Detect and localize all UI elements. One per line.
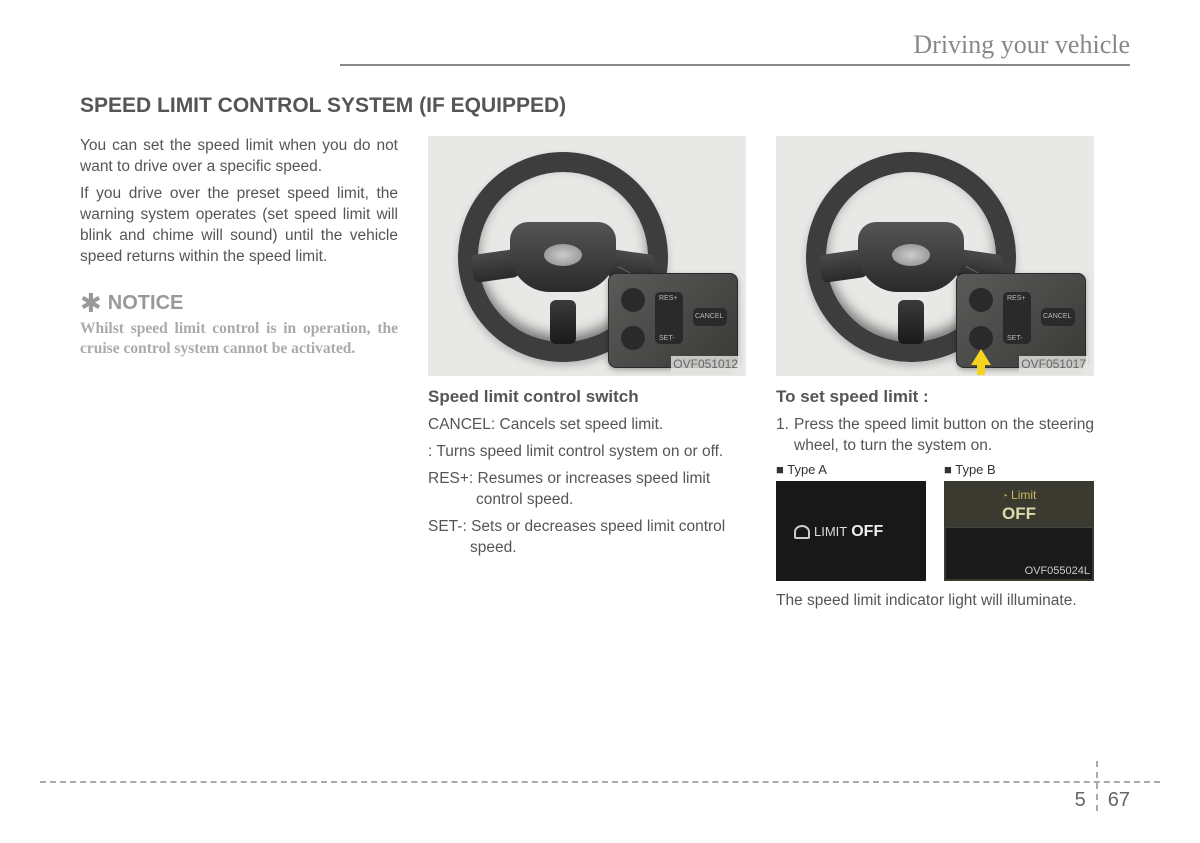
def-cancel: CANCEL: Cancels set speed limit. <box>428 415 746 436</box>
figure-wheel-1: RES+ SET- CANCEL OVF051012 <box>428 136 746 376</box>
def-res: RES+: Resumes or increases speed limit c… <box>428 469 746 511</box>
def-toggle: : Turns speed limit control system on or… <box>428 442 746 463</box>
off-text: OFF <box>851 521 883 543</box>
arrow-up-icon <box>971 349 991 365</box>
control-panel-inset: RES+ SET- CANCEL <box>956 273 1086 368</box>
indicator-note: The speed limit indicator light will ill… <box>776 591 1094 612</box>
panel-set-label: SET- <box>1007 334 1023 343</box>
panel-set-label: SET- <box>659 334 675 343</box>
gauge-icon <box>794 525 810 539</box>
panel-cancel-label: CANCEL <box>695 312 723 321</box>
figure-indicator-b: ◔ Limit OFF OVF055024L <box>944 481 1094 581</box>
page-footer: 5 67 <box>40 781 1160 817</box>
figure-code-small: OVF055024L <box>1025 564 1090 579</box>
def-set: SET-: Sets or decreases speed limit cont… <box>428 517 746 559</box>
step-1: 1. Press the speed limit button on the s… <box>776 415 1094 457</box>
column-3: RES+ SET- CANCEL OVF051017 To set speed … <box>776 136 1094 618</box>
notice-label: NOTICE <box>108 290 184 317</box>
subtitle-switch: Speed limit control switch <box>428 386 746 409</box>
column-1: You can set the speed limit when you do … <box>80 136 398 618</box>
panel-res-label: RES+ <box>659 294 677 303</box>
page-title: SPEED LIMIT CONTROL SYSTEM (IF EQUIPPED) <box>80 94 1130 118</box>
subtitle-set: To set speed limit : <box>776 386 1094 409</box>
column-2: RES+ SET- CANCEL OVF051012 Speed limit c… <box>428 136 746 618</box>
intro-p2: If you drive over the preset speed limit… <box>80 184 398 268</box>
off-text: OFF <box>944 503 1094 526</box>
type-b-label: ■ Type B <box>944 461 996 479</box>
figure-wheel-2: RES+ SET- CANCEL OVF051017 <box>776 136 1094 376</box>
chapter-number: 5 <box>1075 789 1086 812</box>
control-panel-inset: RES+ SET- CANCEL <box>608 273 738 368</box>
notice-heading: ✱ NOTICE <box>80 290 398 317</box>
limit-text: Limit <box>1011 488 1036 502</box>
page-number: 67 <box>1108 789 1130 812</box>
figure-code: OVF051012 <box>671 356 740 372</box>
section-header: Driving your vehicle <box>340 30 1130 66</box>
type-a-label: ■ Type A <box>776 461 827 479</box>
limit-text: LIMIT <box>814 523 847 541</box>
panel-res-label: RES+ <box>1007 294 1025 303</box>
figure-code: OVF051017 <box>1019 356 1088 372</box>
panel-cancel-label: CANCEL <box>1043 312 1071 321</box>
intro-p1: You can set the speed limit when you do … <box>80 136 398 178</box>
figure-indicator-a: LIMIT OFF <box>776 481 926 581</box>
notice-body: Whilst speed limit control is in operati… <box>80 319 398 361</box>
notice-asterisk-icon: ✱ <box>80 290 102 316</box>
